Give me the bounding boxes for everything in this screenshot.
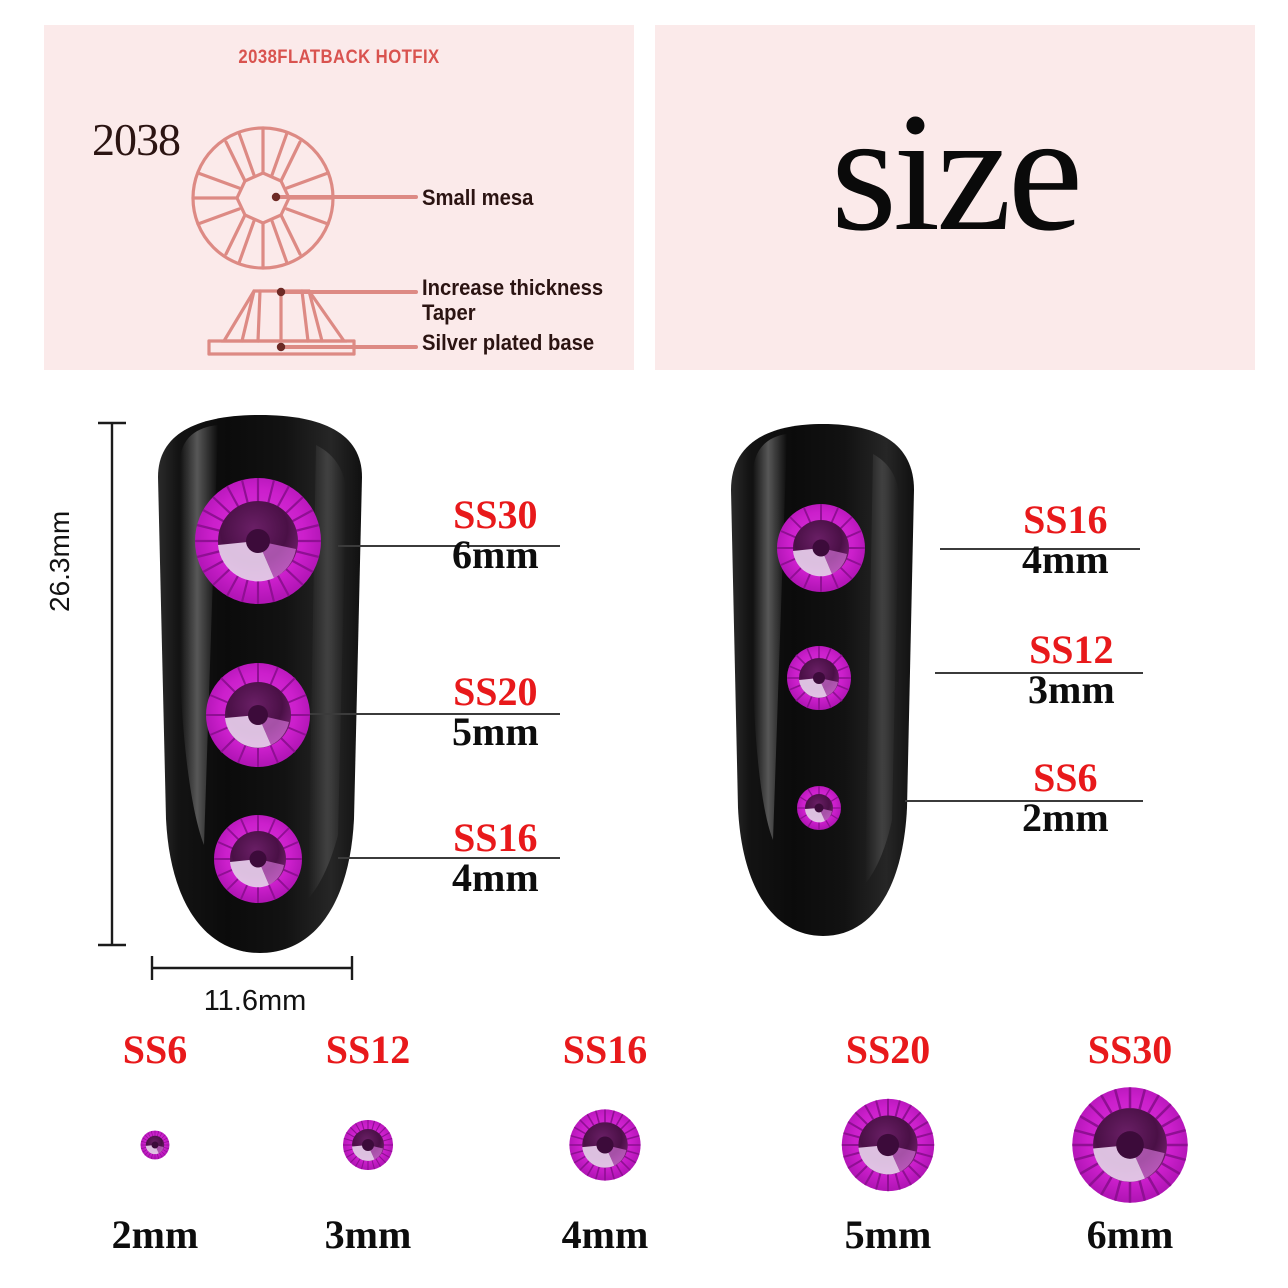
stone-row-size-ss12: 3mm [258, 1215, 478, 1255]
nail-left-stone-ss20 [206, 663, 310, 767]
stone-row-code-text: SS16 [562, 1027, 648, 1072]
stone-row-code-ss12: SS12 [258, 1030, 478, 1070]
nail-dimension-lines [98, 421, 354, 980]
tag-right-ss12-code: SS12 [1029, 627, 1114, 672]
stone-row-size-ss16: 4mm [495, 1215, 715, 1255]
callout-label-small-mesa: Small mesa [422, 185, 534, 210]
nail-right-stone-ss12 [787, 646, 851, 710]
nail-right-stone-ss6 [797, 786, 841, 830]
nail-right-gloss-left [753, 434, 787, 840]
tag-left-ss16-size: 4mm [452, 855, 539, 901]
flatback-diagram [191, 126, 418, 356]
stone-row-size-text: 6mm [1086, 1212, 1174, 1257]
facet-spokes [191, 126, 335, 270]
tag-left-ss16-code: SS16 [453, 815, 538, 860]
leader-line-left-ss30 [338, 545, 560, 547]
leader-line-left-ss16 [338, 857, 560, 859]
callout-label-silver-plated-base: Silver plated base [422, 330, 595, 355]
stone-row-code-ss30: SS30 [1020, 1030, 1240, 1070]
nail-left-stone-ss16 [214, 815, 302, 903]
tag-right-ss16: SS16 4mm [1022, 497, 1109, 583]
tag-right-ss12: SS12 3mm [1028, 627, 1115, 713]
tag-right-ss16-size: 4mm [1022, 537, 1109, 583]
nail-right-stone-ss16 [777, 504, 865, 592]
callout-leader-lines [274, 195, 418, 349]
nail-left [158, 415, 362, 953]
tag-right-ss6-size: 2mm [1022, 795, 1109, 841]
tag-right-ss12-size: 3mm [1028, 667, 1115, 713]
tag-left-ss30: SS30 6mm [452, 492, 539, 578]
callout-anchor-dots [271, 192, 286, 352]
stone-row-gem-ss12 [342, 1119, 394, 1171]
stone-row-size-text: 5mm [844, 1212, 932, 1257]
tag-left-ss30-code: SS30 [453, 492, 538, 537]
spec-model-number: 2038 [92, 114, 181, 165]
stone-row-code-ss16: SS16 [495, 1030, 715, 1070]
size-heading-text: size [830, 78, 1083, 266]
stone-row-size-text: 3mm [324, 1212, 412, 1257]
nail-left-stone-ss30 [195, 478, 321, 604]
callout-label-taper: Taper [422, 300, 476, 325]
stone-row-gem-ss30 [1070, 1085, 1190, 1205]
stone-row-size-ss6: 2mm [45, 1215, 265, 1255]
nail-right [731, 424, 914, 936]
stone-row-code-text: SS20 [845, 1027, 931, 1072]
tag-right-ss6-code: SS6 [1033, 755, 1098, 800]
stone-row-size-text: 2mm [111, 1212, 199, 1257]
leader-line-right-ss12 [935, 672, 1143, 674]
leader-line-right-ss16 [940, 548, 1140, 550]
stone-row-code-text: SS30 [1087, 1027, 1173, 1072]
leader-line-right-ss6 [905, 800, 1143, 802]
spec-panel-title: 2038FLATBACK HOTFIX [238, 47, 440, 68]
tag-right-ss16-code: SS16 [1023, 497, 1108, 542]
stone-row-code-text: SS6 [122, 1027, 188, 1072]
stone-row-gem-ss16 [568, 1108, 642, 1182]
leader-line-left-ss20 [310, 713, 560, 715]
nail-height-label: 26.3mm [44, 510, 75, 612]
tag-left-ss20-size: 5mm [452, 709, 539, 755]
stone-row-code-text: SS12 [325, 1027, 411, 1072]
stone-row-size-ss20: 5mm [778, 1215, 998, 1255]
tag-right-ss6: SS6 2mm [1022, 755, 1109, 841]
nail-right-gloss-right [865, 454, 899, 884]
nail-width-label: 11.6mm [203, 985, 307, 1017]
callout-label-increase-thickness: Increase thickness [422, 275, 604, 300]
stone-row-gem-ss6 [140, 1130, 170, 1160]
stone-row-size-ss30: 6mm [1020, 1215, 1240, 1255]
tag-left-ss20-code: SS20 [453, 669, 538, 714]
stone-row-code-ss20: SS20 [778, 1030, 998, 1070]
size-heading-panel: size [655, 25, 1255, 370]
stone-row-gem-ss20 [840, 1097, 936, 1193]
flatback-spec-panel: 2038FLATBACK HOTFIX 2038 [44, 25, 634, 370]
tag-left-ss30-size: 6mm [452, 532, 539, 578]
stone-row-code-ss6: SS6 [45, 1030, 265, 1070]
stone-row-size-text: 4mm [561, 1212, 649, 1257]
tag-left-ss16: SS16 4mm [452, 815, 539, 901]
tag-left-ss20: SS20 5mm [452, 669, 539, 755]
